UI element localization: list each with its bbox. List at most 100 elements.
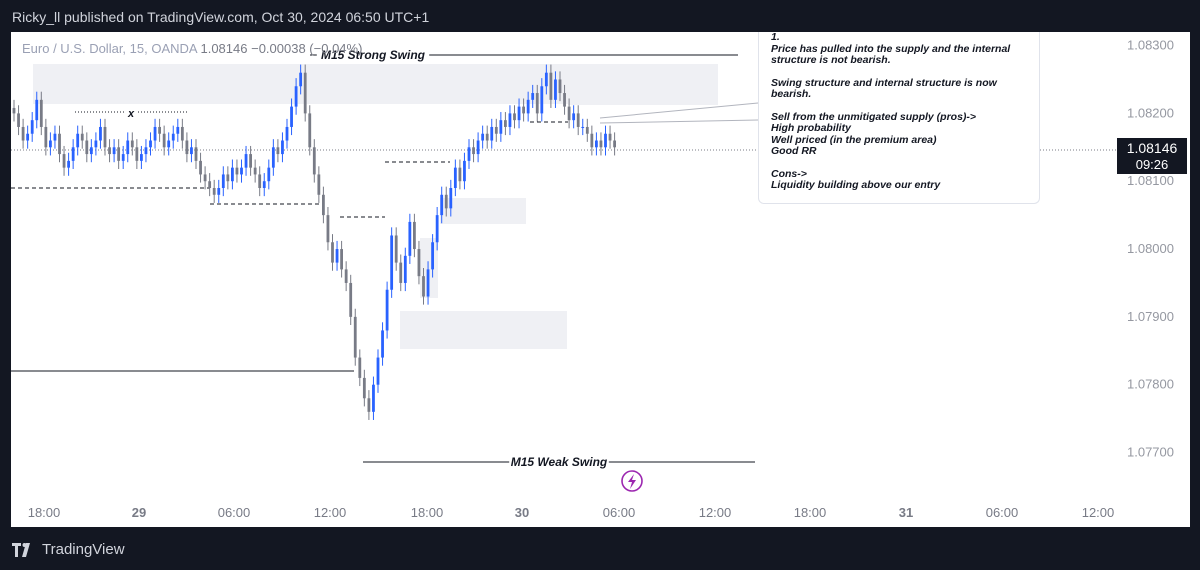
candle-body xyxy=(26,133,30,141)
candle-body xyxy=(140,154,143,161)
candle-body xyxy=(276,147,280,155)
candle-body xyxy=(285,126,289,141)
last-price-tag: 1.08146 09:26 xyxy=(1117,138,1187,174)
candle-body xyxy=(294,86,298,107)
candle-body xyxy=(103,126,107,148)
x-tick-label: 12:00 xyxy=(699,505,732,520)
candle-body xyxy=(290,106,293,127)
candle-body xyxy=(490,126,494,141)
strong-swing-label-bg xyxy=(316,47,430,62)
x-tick-label: 29 xyxy=(132,505,146,520)
candle-body xyxy=(262,181,266,188)
candle-body xyxy=(162,133,166,148)
candle-body xyxy=(381,330,384,358)
candle-body xyxy=(362,377,366,399)
candle-body xyxy=(504,120,507,127)
candle-body xyxy=(85,140,89,155)
candle-body xyxy=(613,140,616,148)
note-line: Price has pulled into the supply and the… xyxy=(771,42,1011,55)
candle-body xyxy=(212,188,216,195)
analysis-note[interactable]: 1. Price has pulled into the supply and t… xyxy=(758,31,1040,204)
x-tick-label: 06:00 xyxy=(986,505,1019,520)
candle-body xyxy=(417,249,421,277)
x-tick-label: 12:00 xyxy=(1082,505,1115,520)
lightning-icon[interactable] xyxy=(621,470,643,492)
note-line: Good RR xyxy=(771,145,817,157)
candle-body xyxy=(340,249,343,270)
candle-body xyxy=(49,140,52,148)
candle-body xyxy=(58,133,61,155)
candle-body xyxy=(171,133,175,141)
candle-body xyxy=(53,133,57,141)
weak-swing-label: M15 Weak Swing xyxy=(511,455,608,469)
candle-body xyxy=(372,384,375,412)
candle-body xyxy=(308,113,312,148)
candle-body xyxy=(117,147,121,161)
candle-body xyxy=(558,79,562,94)
x-tick-label: 18:00 xyxy=(411,505,444,520)
candle-body xyxy=(549,72,553,100)
candle-body xyxy=(517,106,521,121)
legend-change: −0.00038 (−0.04%) xyxy=(251,41,363,56)
candle-body xyxy=(449,188,453,209)
candle-body xyxy=(604,133,607,148)
note-line: bearish. xyxy=(771,88,812,100)
x-tick-label: 06:00 xyxy=(218,505,251,520)
tradingview-brand[interactable]: TradingView xyxy=(12,541,125,558)
note-spacer xyxy=(771,101,1029,112)
candle-body xyxy=(249,154,252,168)
candle-body xyxy=(62,154,66,168)
candle-body xyxy=(299,72,303,87)
x-tick-label: 30 xyxy=(515,505,529,520)
candle-body xyxy=(544,72,548,87)
note-line: 1. xyxy=(771,31,780,43)
candle-body xyxy=(353,316,357,358)
bar-countdown: 09:26 xyxy=(1135,157,1169,172)
candle-body xyxy=(581,126,585,128)
note-line: Liquidity building above our entry xyxy=(771,179,941,191)
candle-body xyxy=(522,106,525,114)
candle-body xyxy=(513,113,516,121)
candle-body xyxy=(158,126,161,134)
x-tick-label: 12:00 xyxy=(314,505,347,520)
candle-body xyxy=(444,194,448,209)
candle-body xyxy=(108,147,111,155)
candle-body xyxy=(472,147,475,155)
y-tick-label: 1.07800 xyxy=(1127,377,1174,392)
candle-body xyxy=(221,174,225,188)
candle-body xyxy=(567,106,571,121)
candle-body xyxy=(390,235,394,290)
candle-body xyxy=(226,174,230,182)
candle-body xyxy=(585,126,589,134)
note-spacer xyxy=(771,158,1029,169)
candle-body xyxy=(440,194,444,216)
candle-body xyxy=(281,140,284,155)
candle-body xyxy=(476,140,480,155)
candle-body xyxy=(485,133,489,141)
candle-body xyxy=(403,255,407,283)
candle-body xyxy=(176,126,180,134)
candle-body xyxy=(258,174,262,188)
candle-body xyxy=(135,147,139,161)
candle-body xyxy=(608,133,612,141)
candle-body xyxy=(526,99,530,114)
candle-body xyxy=(312,147,316,175)
candle-body xyxy=(531,93,535,100)
candle-body xyxy=(453,167,457,188)
y-tick-label: 1.08000 xyxy=(1127,241,1174,256)
candle-body xyxy=(435,215,439,243)
candle-body xyxy=(426,269,430,297)
candle-body xyxy=(17,113,20,127)
weak-swing-label-bg xyxy=(509,454,609,469)
candle-body xyxy=(535,93,539,114)
candle-body xyxy=(431,242,434,270)
candle-body xyxy=(130,140,134,148)
top-bar: Ricky_ll published on TradingView.com, O… xyxy=(0,0,1200,34)
candle-body xyxy=(121,154,125,161)
candle-body xyxy=(80,133,84,141)
y-tick-label: 1.08300 xyxy=(1127,38,1174,53)
note-line: Sell from the unmitigated supply (pros)-… xyxy=(771,110,977,123)
candle-body xyxy=(180,126,184,141)
candle-body xyxy=(35,99,39,121)
